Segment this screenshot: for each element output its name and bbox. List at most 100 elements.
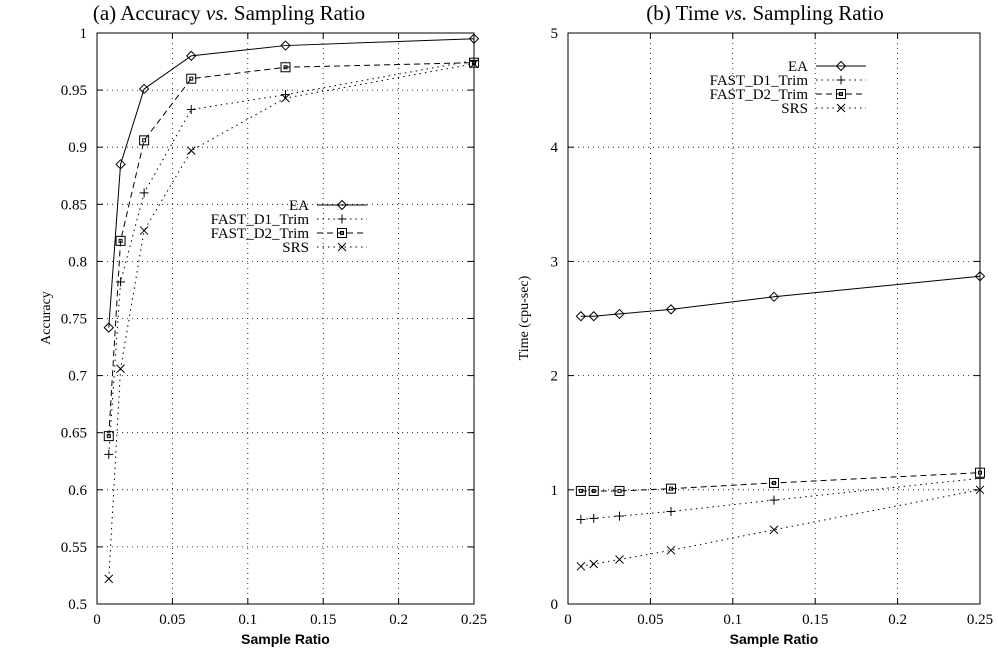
y-tick-label: 0.7: [68, 369, 87, 385]
data-point: [104, 574, 114, 584]
data-point: [103, 322, 114, 333]
data-point: [768, 291, 780, 303]
data-point: [589, 513, 599, 523]
data-point: [975, 485, 985, 495]
x-tick-label: 0.25: [967, 612, 993, 628]
x-tick-label: 0.25: [461, 612, 487, 628]
legend-entry: EA: [788, 59, 866, 75]
data-point: [468, 33, 480, 44]
legend-marker: [337, 242, 347, 252]
legend-label: EA: [788, 59, 808, 75]
time-chart: (b) Time vs. Sampling Ratio 0 0.05 0.1 0.15…: [517, 1, 993, 647]
legend-entry: FAST_D2_Trim: [211, 226, 367, 242]
data-point: [575, 485, 586, 496]
y-tick-label: 5: [551, 26, 559, 42]
data-point: [103, 431, 114, 442]
data-point: [614, 308, 625, 320]
y-axis-label: Accuracy: [39, 291, 54, 345]
data-point: [769, 495, 779, 505]
legend-label: FAST_D1_Trim: [211, 212, 310, 228]
legend-marker: [336, 199, 348, 211]
y-tick-label: 4: [551, 140, 559, 156]
x-tick-label: 0.2: [888, 612, 907, 628]
x-tick-label: 0.2: [389, 612, 408, 628]
data-point: [614, 485, 625, 496]
y-tick-label: 0.55: [61, 540, 87, 556]
series-fast-d2-trim: [103, 57, 479, 442]
y-tick-label: 2: [551, 369, 559, 385]
legend-marker: [836, 75, 846, 85]
legend-marker: [337, 228, 347, 238]
data-point: [666, 545, 676, 555]
grid: [97, 33, 474, 604]
x-tick-label: 0: [93, 612, 101, 628]
y-tick-label: 1: [80, 26, 88, 42]
x-tick-label: 0: [564, 612, 572, 628]
data-point: [576, 514, 586, 524]
y-tick-label: 0.85: [61, 197, 87, 213]
data-point: [139, 188, 149, 198]
data-point: [615, 555, 624, 564]
y-tick-label: 3: [551, 254, 559, 270]
legend-label: EA: [289, 198, 309, 214]
accuracy-chart: (a) Accuracy vs. Sampling Ratio 0 0.05 0.1…: [39, 1, 487, 647]
data-point: [588, 311, 599, 322]
series-line: [108, 59, 475, 455]
series-line: [108, 38, 475, 328]
legend-marker: [337, 214, 347, 224]
legend-entry: SRS: [781, 101, 866, 117]
x-tick-label: 0.05: [159, 612, 185, 628]
series-line: [580, 275, 981, 317]
grid: [568, 33, 980, 604]
data-point: [104, 449, 114, 459]
series-srs: [576, 485, 985, 571]
data-point: [469, 59, 479, 69]
series-fast-d1-trim: [104, 55, 479, 459]
data-point: [139, 135, 150, 146]
data-point: [975, 473, 985, 483]
legend-entry: FAST_D1_Trim: [710, 73, 866, 89]
legend-marker: [835, 60, 847, 72]
data-point: [186, 73, 197, 84]
x-tick-label: 0.15: [802, 612, 828, 628]
ticks: 0 0.05 0.1 0.15 0.2 0.25 0.5 0.55 0.6 0.65 0.7 0.75…: [61, 26, 487, 628]
y-tick-label: 0.75: [61, 312, 87, 328]
x-tick-label: 0.05: [637, 612, 663, 628]
data-point: [615, 511, 624, 521]
legend-label: FAST_D2_Trim: [211, 226, 310, 242]
data-point: [575, 311, 587, 322]
legend-label: SRS: [282, 240, 309, 256]
series-ea: [575, 271, 986, 322]
data-point: [281, 93, 290, 103]
legend-entry: EA: [289, 198, 367, 214]
legend-label: FAST_D2_Trim: [710, 87, 809, 103]
series-line: [108, 62, 475, 437]
data-point: [139, 226, 149, 235]
data-point: [576, 561, 586, 571]
data-point: [280, 40, 291, 51]
y-axis-label: Time (cpu-sec): [517, 275, 532, 360]
data-point: [138, 83, 150, 95]
series-line: [108, 63, 475, 579]
data-point: [666, 506, 676, 516]
series-ea: [103, 33, 480, 333]
data-point: [186, 50, 197, 62]
x-axis-label: Sample Ratio: [241, 631, 330, 647]
series-line: [580, 472, 981, 492]
legend-marker: [836, 103, 846, 113]
y-tick-label: 0.6: [68, 483, 87, 499]
data-point: [589, 559, 599, 569]
data-point: [186, 146, 196, 155]
data-point: [280, 62, 291, 73]
data-point: [769, 525, 779, 535]
legend-marker: [836, 89, 846, 99]
data-point: [116, 277, 126, 287]
data-point: [115, 235, 126, 246]
chart-title: (a) Accuracy vs. Sampling Ratio: [93, 1, 365, 25]
series-line: [580, 477, 981, 520]
series-fast-d2-trim: [575, 467, 985, 496]
series-line: [580, 489, 981, 567]
legend-label: SRS: [781, 101, 808, 117]
y-tick-label: 0.8: [68, 254, 87, 270]
data-point: [186, 105, 196, 115]
